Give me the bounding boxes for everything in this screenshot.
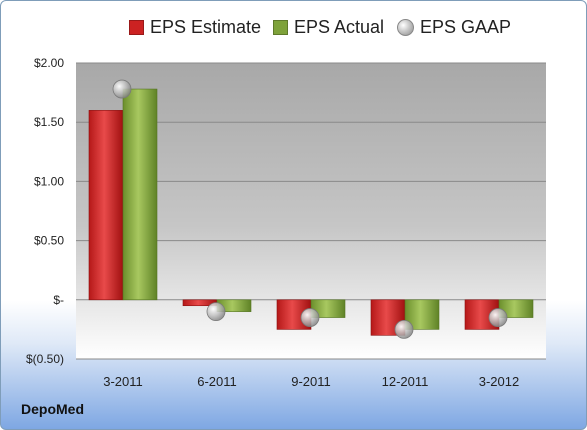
legend-item-estimate: EPS Estimate [129, 17, 261, 38]
y-tick-label: $(0.50) [26, 352, 64, 366]
point-eps-gaap [206, 302, 226, 322]
legend-swatch-estimate [129, 20, 144, 35]
x-tick-label: 6-2011 [197, 374, 237, 389]
point-eps-gaap [394, 319, 414, 339]
y-tick-label: $0.50 [34, 234, 64, 248]
legend-swatch-actual [273, 20, 288, 35]
y-tick-label: $2.00 [34, 56, 64, 70]
x-tick-label: 12-2011 [382, 374, 429, 389]
legend-marker-gaap [397, 19, 414, 36]
chart-legend: EPS Estimate EPS Actual EPS GAAP [1, 17, 586, 45]
company-name: DepoMed [21, 401, 84, 417]
x-tick-label: 3-2012 [479, 374, 519, 389]
legend-label-actual: EPS Actual [294, 17, 385, 37]
point-eps-gaap [112, 79, 132, 99]
y-tick-label: $- [53, 293, 64, 307]
point-eps-gaap [300, 308, 320, 327]
legend-label-estimate: EPS Estimate [150, 17, 262, 37]
bar-eps-estimate [88, 110, 124, 301]
legend-item-gaap: EPS GAAP [397, 17, 511, 38]
legend-label-gaap: EPS GAAP [420, 17, 512, 37]
x-tick-label: 9-2011 [291, 374, 331, 389]
bar-eps-actual [122, 88, 158, 301]
y-tick-label: $1.50 [34, 115, 64, 129]
y-tick-label: $1.00 [34, 174, 64, 188]
point-eps-gaap [488, 308, 508, 327]
legend-item-actual: EPS Actual [273, 17, 384, 38]
x-tick-label: 3-2011 [103, 374, 143, 389]
